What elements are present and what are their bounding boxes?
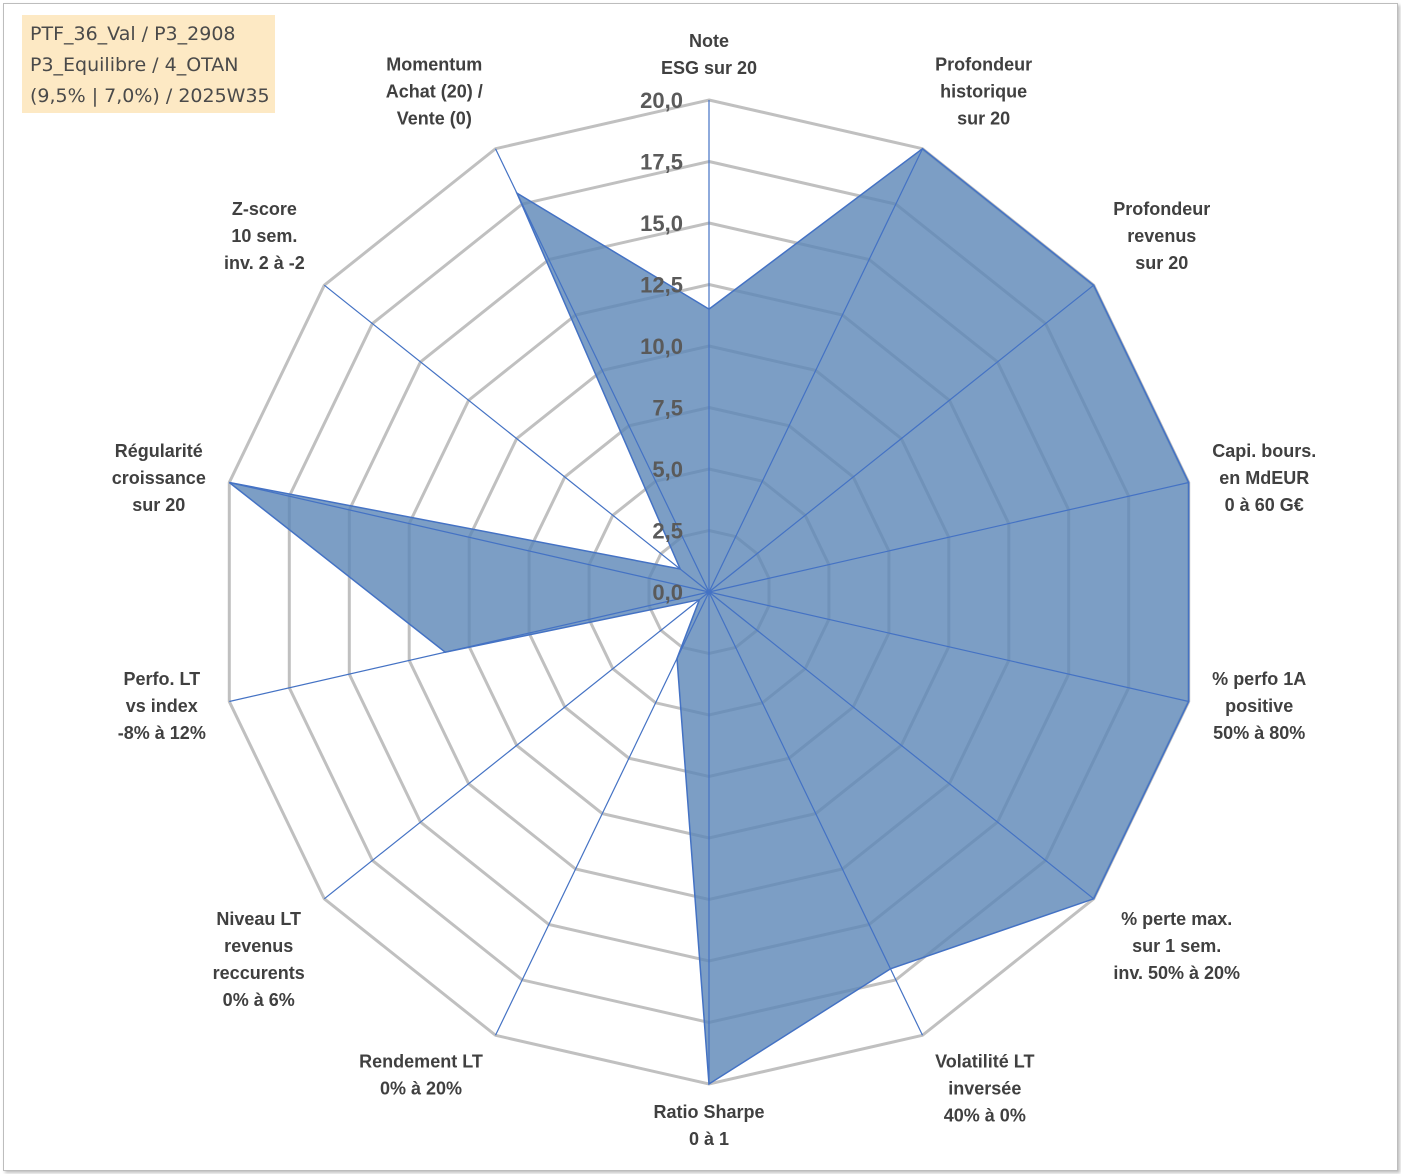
axis-label-text-8: Rendement LT 0% à 20% (359, 1051, 483, 1098)
axis-label-line: sur 20 (132, 495, 185, 515)
axis-label-line: Volatilité LT (935, 1051, 1034, 1071)
tick-label-1: 2,5 (652, 519, 683, 544)
tick-label-0: 0,0 (652, 580, 683, 605)
axis-label-line: sur 1 sem. (1132, 936, 1221, 956)
axis-label-text-13: Momentum Achat (20) / Vente (0) (386, 55, 483, 129)
axis-label-text-1: Profondeur historique sur 20 (935, 55, 1032, 129)
spoke-4 (708, 591, 1189, 703)
axis-label-line: Vente (0) (397, 109, 472, 129)
tick-label-4: 10,0 (640, 334, 683, 359)
axis-label-text-3: Capi. bours. en MdEUR 0 à 60 G€ (1212, 441, 1316, 515)
axis-label-line: Profondeur (1113, 199, 1210, 219)
axis-label-4: % perfo 1A positive 50% à 80% (1212, 669, 1306, 743)
axis-label-6: Volatilité LT inversée 40% à 0% (935, 1051, 1034, 1125)
axis-label-line: revenus (224, 936, 293, 956)
axis-label-text-5: % perte max. sur 1 sem. inv. 50% à 20% (1113, 909, 1240, 983)
radial-tick-labels: 0,0 2,5 5,0 7,5 10,0 12,5 15,0 17,5 20,0 (640, 88, 683, 605)
spoke-8 (494, 591, 710, 1036)
axis-label-line: 50% à 80% (1213, 723, 1305, 743)
axis-label-text-12: Z-score 10 sem. inv. 2 à -2 (224, 199, 305, 273)
axis-label-text-7: Ratio Sharpe 0 à 1 (653, 1102, 764, 1149)
axis-label-line: positive (1225, 696, 1293, 716)
axis-label-text-9: Niveau LT revenus reccurents 0% à 6% (213, 909, 305, 1010)
axis-label-line: inversée (948, 1078, 1021, 1098)
axis-label-line: 0 à 1 (689, 1129, 729, 1149)
axis-label-line: -8% à 12% (118, 723, 206, 743)
axis-label-text-0: Note ESG sur 20 (661, 31, 757, 78)
portfolio-info-box: PTF_36_Val / P3_2908 P3_Equilibre / 4_OT… (22, 15, 275, 113)
radar-spokes (229, 100, 1189, 1084)
axis-label-line: Capi. bours. (1212, 441, 1316, 461)
axis-label-line: reccurents (213, 963, 305, 983)
axis-label-text-11: Régularité croissance sur 20 (112, 441, 206, 515)
spoke-13 (494, 148, 710, 593)
axis-label-line: inv. 2 à -2 (224, 253, 305, 273)
axis-label-line: sur 20 (957, 109, 1010, 129)
axis-label-1: Profondeur historique sur 20 (935, 55, 1032, 129)
axis-label-line: Achat (20) / (386, 82, 483, 102)
axis-label-line: % perte max. (1121, 909, 1232, 929)
axis-label-8: Rendement LT 0% à 20% (359, 1051, 483, 1098)
axis-label-line: Perfo. LT (123, 669, 200, 689)
spoke-9 (323, 591, 710, 900)
axis-label-line: ESG sur 20 (661, 58, 757, 78)
axis-label-13: Momentum Achat (20) / Vente (0) (386, 55, 483, 129)
axis-label-line: sur 20 (1135, 253, 1188, 273)
axis-label-line: vs index (126, 696, 198, 716)
axis-label-5: % perte max. sur 1 sem. inv. 50% à 20% (1113, 909, 1240, 983)
spoke-3 (708, 481, 1189, 593)
axis-label-0: Note ESG sur 20 (661, 31, 757, 78)
axis-label-line: 0 à 60 G€ (1225, 495, 1304, 515)
axis-label-2: Profondeur revenus sur 20 (1113, 199, 1210, 273)
axis-label-line: revenus (1127, 226, 1196, 246)
spoke-10 (229, 591, 710, 703)
spoke-12 (323, 284, 710, 593)
tick-label-3: 7,5 (652, 396, 683, 421)
axis-label-line: Note (689, 31, 729, 51)
axis-label-12: Z-score 10 sem. inv. 2 à -2 (224, 199, 305, 273)
axis-labels: Note ESG sur 20 Profondeur historique sur 20… (112, 31, 1316, 1149)
axis-label-line: inv. 50% à 20% (1113, 963, 1240, 983)
info-line-3: (9,5% | 7,0%) / 2025W35 (30, 85, 270, 107)
axis-label-line: Z-score (232, 199, 297, 219)
tick-label-7: 17,5 (640, 150, 683, 175)
axis-label-7: Ratio Sharpe 0 à 1 (653, 1102, 764, 1149)
spoke-11 (229, 481, 710, 593)
tick-label-5: 12,5 (640, 273, 683, 298)
tick-label-2: 5,0 (652, 457, 683, 482)
axis-label-line: 40% à 0% (944, 1105, 1026, 1125)
info-line-2: P3_Equilibre / 4_OTAN (30, 54, 239, 76)
axis-label-text-6: Volatilité LT inversée 40% à 0% (935, 1051, 1034, 1125)
axis-label-line: 0% à 20% (380, 1078, 462, 1098)
axis-label-line: en MdEUR (1219, 468, 1309, 488)
axis-label-line: 10 sem. (231, 226, 297, 246)
tick-label-8: 20,0 (640, 88, 683, 113)
axis-label-line: Rendement LT (359, 1051, 483, 1071)
axis-label-9: Niveau LT revenus reccurents 0% à 6% (213, 909, 305, 1010)
axis-label-line: Ratio Sharpe (653, 1102, 764, 1122)
axis-label-line: Momentum (386, 55, 482, 75)
axis-label-line: croissance (112, 468, 206, 488)
axis-label-line: 0% à 6% (223, 990, 295, 1010)
spoke-2 (708, 284, 1095, 593)
info-line-1: PTF_36_Val / P3_2908 (30, 23, 236, 45)
axis-label-text-2: Profondeur revenus sur 20 (1113, 199, 1210, 273)
axis-label-line: Niveau LT (216, 909, 301, 929)
tick-label-6: 15,0 (640, 211, 683, 236)
axis-label-line: historique (940, 82, 1027, 102)
axis-label-line: % perfo 1A (1212, 669, 1306, 689)
axis-label-line: Profondeur (935, 55, 1032, 75)
spoke-5 (708, 591, 1095, 900)
axis-label-text-4: % perfo 1A positive 50% à 80% (1212, 669, 1306, 743)
spoke-1 (708, 148, 924, 593)
axis-label-text-10: Perfo. LT vs index -8% à 12% (118, 669, 206, 743)
axis-label-line: Régularité (115, 441, 203, 461)
axis-label-3: Capi. bours. en MdEUR 0 à 60 G€ (1212, 441, 1316, 515)
axis-label-10: Perfo. LT vs index -8% à 12% (118, 669, 206, 743)
axis-label-11: Régularité croissance sur 20 (112, 441, 206, 515)
spoke-6 (708, 591, 924, 1036)
